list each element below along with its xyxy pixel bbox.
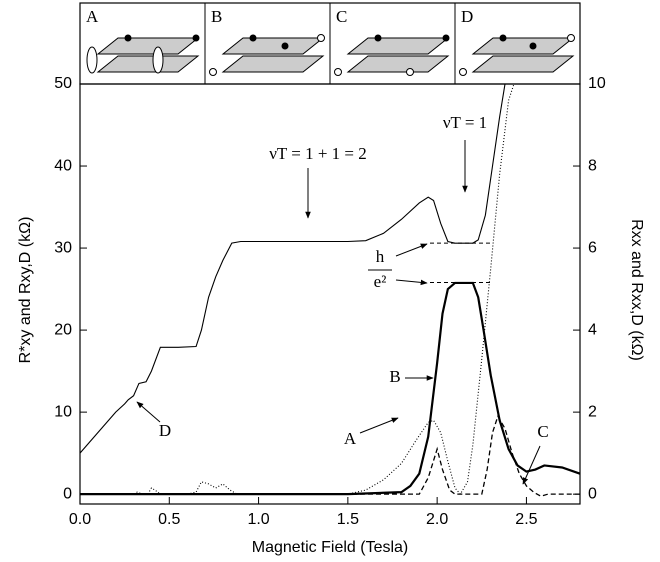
contact xyxy=(442,34,450,42)
y-tick-label: 10 xyxy=(54,403,72,420)
x-tick-label: 1.0 xyxy=(247,511,269,528)
contact xyxy=(499,34,507,42)
panel-label: D xyxy=(461,7,473,26)
annotation: e² xyxy=(374,272,387,291)
series-line xyxy=(80,414,580,497)
series-line xyxy=(80,84,506,454)
y-tick-label: 30 xyxy=(54,239,72,256)
panel-label: A xyxy=(86,7,99,26)
y2-tick-label: 8 xyxy=(588,157,597,174)
plane xyxy=(221,55,325,73)
arrows xyxy=(136,140,541,485)
contact xyxy=(406,68,414,76)
y2-tick-label: 10 xyxy=(588,75,606,92)
series-label: C xyxy=(537,422,548,441)
panel-label: C xyxy=(336,7,347,26)
y2-tick-label: 4 xyxy=(588,321,597,338)
contact xyxy=(374,34,382,42)
x-tick-label: 2.0 xyxy=(426,511,448,528)
y-tick-label: 40 xyxy=(54,157,72,174)
plane xyxy=(96,55,200,73)
plane xyxy=(221,37,325,55)
y2-tick-label: 0 xyxy=(588,485,597,502)
x-tick-label: 1.5 xyxy=(337,511,359,528)
plane xyxy=(346,37,450,55)
series-label: B xyxy=(389,367,400,386)
y-tick-label: 20 xyxy=(54,321,72,338)
contact xyxy=(459,68,467,76)
plane xyxy=(346,55,450,73)
y2-tick-label: 6 xyxy=(588,239,597,256)
x-tick-label: 0.0 xyxy=(69,511,91,528)
contact xyxy=(529,42,537,50)
inset-drawings: A B C D xyxy=(86,7,575,76)
y-tick-label: 50 xyxy=(54,75,72,92)
series-label: D xyxy=(159,421,171,440)
series-label: A xyxy=(344,429,357,448)
contact xyxy=(249,34,257,42)
annotation: h xyxy=(376,247,385,266)
curves xyxy=(80,84,580,497)
x-tick-label: 0.5 xyxy=(158,511,180,528)
y-axis-label: R*xy and Rxy,D (kΩ) xyxy=(17,217,34,364)
contact xyxy=(209,68,217,76)
plane xyxy=(96,37,200,55)
series-line xyxy=(80,84,515,496)
contact xyxy=(124,34,132,42)
panel-label: B xyxy=(211,7,222,26)
x-axis-label: Magnetic Field (Tesla) xyxy=(252,539,409,556)
contact xyxy=(567,34,575,42)
electrode xyxy=(152,46,164,74)
annotation: νT = 1 + 1 = 2 xyxy=(269,144,367,163)
plane xyxy=(471,55,575,73)
y2-tick-label: 2 xyxy=(588,403,597,420)
plane xyxy=(471,37,575,55)
x-tick-label: 2.5 xyxy=(515,511,537,528)
plot-frame xyxy=(79,83,581,505)
contact xyxy=(317,34,325,42)
series-line xyxy=(80,281,580,496)
y2-axis-label: Rxx and Rxx,D (kΩ) xyxy=(628,219,645,361)
contact xyxy=(281,42,289,50)
y-tick-label: 0 xyxy=(63,485,72,502)
contact xyxy=(192,34,200,42)
contact xyxy=(334,68,342,76)
electrode xyxy=(86,46,98,74)
annotation: νT = 1 xyxy=(443,113,487,132)
